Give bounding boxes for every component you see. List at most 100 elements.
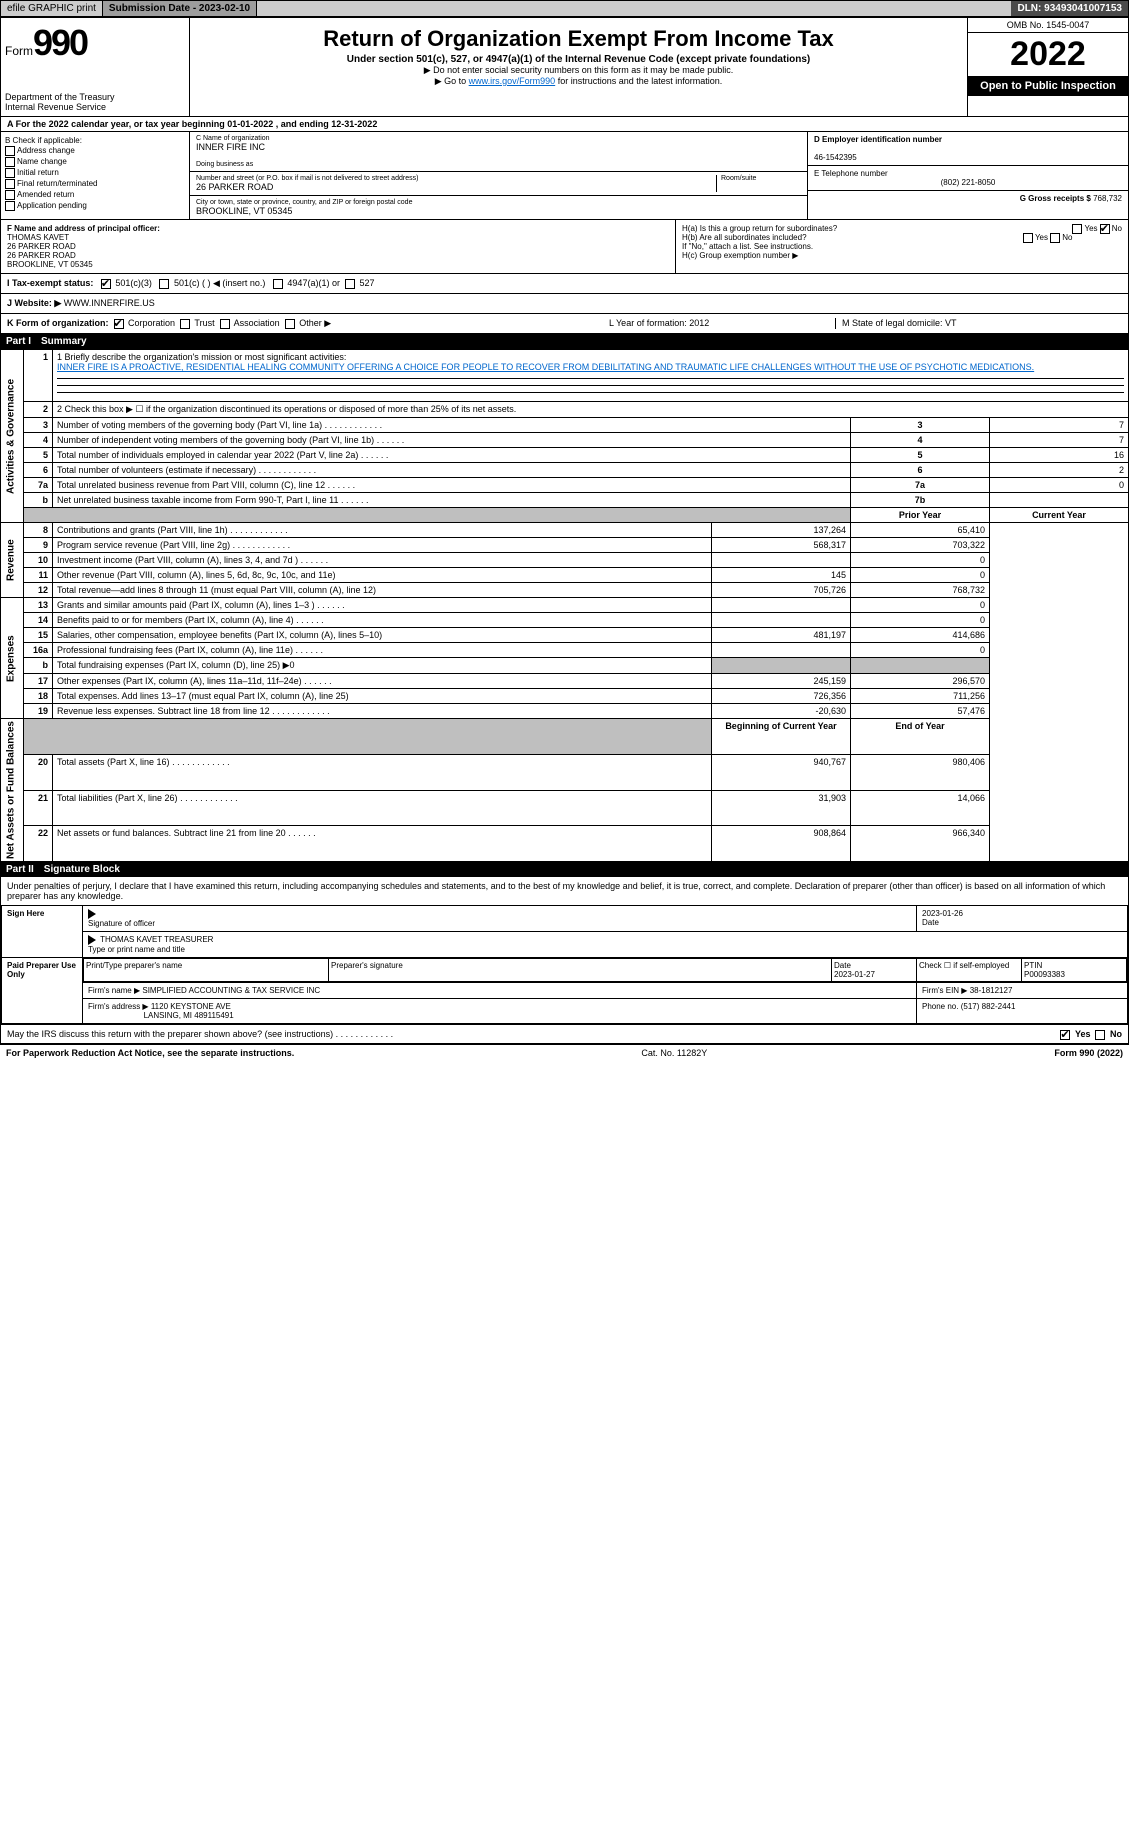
- cb-501c3[interactable]: [101, 279, 111, 289]
- entity-right: D Employer identification number 46-1542…: [807, 132, 1128, 219]
- form-990-big: 990: [33, 22, 87, 63]
- e18c: 711,256: [851, 689, 990, 704]
- cb-final[interactable]: Final return/terminated: [5, 179, 185, 189]
- return-title: Return of Organization Exempt From Incom…: [196, 26, 961, 52]
- firm-phone-cell: Phone no. (517) 882-2441: [917, 999, 1128, 1024]
- dba-lbl: Doing business as: [196, 161, 801, 168]
- form-header: Form990 Department of the Treasury Inter…: [0, 17, 1129, 117]
- l7bn: b: [24, 493, 53, 508]
- cb-name[interactable]: Name change: [5, 157, 185, 167]
- h-b-text: H(b) Are all subordinates included?: [682, 233, 807, 242]
- e14c: 0: [851, 613, 990, 628]
- e13p: [712, 598, 851, 613]
- form-prefix: Form: [5, 44, 33, 58]
- firm-ein-cell: Firm's EIN ▶ 38-1812127: [917, 983, 1128, 999]
- l6b: 6: [851, 463, 990, 478]
- e16bp: [712, 658, 851, 674]
- tax-year: 2022: [968, 33, 1128, 76]
- side-netassets: Net Assets or Fund Balances: [1, 719, 24, 862]
- cb-corp[interactable]: [114, 319, 124, 329]
- header-mid: Return of Organization Exempt From Incom…: [190, 18, 967, 116]
- cb-assoc[interactable]: [220, 319, 230, 329]
- l4b: 4: [851, 433, 990, 448]
- firm-name: SIMPLIFIED ACCOUNTING & TAX SERVICE INC: [142, 986, 320, 995]
- cb-address-lbl: Address change: [17, 146, 75, 155]
- h-b-no[interactable]: [1050, 233, 1060, 243]
- box-e: E Telephone number (802) 221-8050: [808, 166, 1128, 191]
- e13n: 13: [24, 598, 53, 613]
- cb-4947[interactable]: [273, 279, 283, 289]
- e14d: Benefits paid to or for members (Part IX…: [53, 613, 712, 628]
- e15c: 414,686: [851, 628, 990, 643]
- ssn-note: ▶ Do not enter social security numbers o…: [196, 65, 961, 76]
- cb-trust[interactable]: [180, 319, 190, 329]
- sig-table: Sign Here Signature of officer 2023-01-2…: [1, 905, 1128, 1024]
- e19d: Revenue less expenses. Subtract line 18 …: [53, 704, 712, 719]
- cb-amended[interactable]: Amended return: [5, 190, 185, 200]
- e18d: Total expenses. Add lines 13–17 (must eq…: [53, 689, 712, 704]
- omb-number: OMB No. 1545-0047: [968, 18, 1128, 33]
- box-l: L Year of formation: 2012: [609, 318, 836, 329]
- may-irs-yes[interactable]: [1060, 1030, 1070, 1040]
- header-right: OMB No. 1545-0047 2022 Open to Public In…: [967, 18, 1128, 116]
- l6n: 6: [24, 463, 53, 478]
- l4v: 7: [990, 433, 1129, 448]
- may-irs-no[interactable]: [1095, 1030, 1105, 1040]
- box-m: M State of legal domicile: VT: [836, 318, 1122, 329]
- cb-final-lbl: Final return/terminated: [17, 179, 97, 188]
- city-val: BROOKLINE, VT 05345: [196, 206, 801, 216]
- yes-lbl3: Yes: [1075, 1029, 1091, 1039]
- cb-pending-lbl: Application pending: [17, 201, 87, 210]
- footer-left: For Paperwork Reduction Act Notice, see …: [6, 1048, 294, 1058]
- org-name-row: C Name of organization INNER FIRE INC Do…: [190, 132, 807, 172]
- cb-501c[interactable]: [159, 279, 169, 289]
- l7ad: Total unrelated business revenue from Pa…: [53, 478, 851, 493]
- date-lbl: Date: [922, 918, 939, 927]
- h-b-yes[interactable]: [1023, 233, 1033, 243]
- part2-title: Part II: [6, 864, 44, 875]
- cb-other[interactable]: [285, 319, 295, 329]
- sig-officer-lbl: Signature of officer: [88, 919, 155, 928]
- n20n: 20: [24, 754, 53, 790]
- line1-lbl: 1 Briefly describe the organization's mi…: [57, 352, 346, 362]
- cb-pending[interactable]: Application pending: [5, 201, 185, 211]
- phone-val: (802) 221-8050: [814, 178, 1122, 187]
- part1-header: Part I Summary: [0, 334, 1129, 349]
- yes-lbl2: Yes: [1035, 233, 1048, 242]
- officer-lbl: F Name and address of principal officer:: [7, 224, 160, 233]
- firm-addr-cell: Firm's address ▶ 1120 KEYSTONE AVE LANSI…: [83, 999, 917, 1024]
- city-row: City or town, state or province, country…: [190, 196, 807, 219]
- ein-lbl: D Employer identification number: [814, 135, 942, 144]
- l5n: 5: [24, 448, 53, 463]
- l4n: 4: [24, 433, 53, 448]
- irs-link[interactable]: www.irs.gov/Form990: [469, 76, 556, 86]
- e16ac: 0: [851, 643, 990, 658]
- cb-address[interactable]: Address change: [5, 146, 185, 156]
- sig-date-cell: 2023-01-26 Date: [917, 906, 1128, 932]
- firm-name-cell: Firm's name ▶ SIMPLIFIED ACCOUNTING & TA…: [83, 983, 917, 999]
- cb-527[interactable]: [345, 279, 355, 289]
- may-irs-text: May the IRS discuss this return with the…: [7, 1029, 333, 1039]
- mission-text[interactable]: INNER FIRE IS A PROACTIVE, RESIDENTIAL H…: [57, 362, 1034, 372]
- arrow-icon: [88, 909, 96, 919]
- e14n: 14: [24, 613, 53, 628]
- box-k: K Form of organization: Corporation Trus…: [7, 318, 609, 329]
- h-b: H(b) Are all subordinates included? Yes …: [682, 233, 1122, 242]
- l7an: 7a: [24, 478, 53, 493]
- box-d: D Employer identification number 46-1542…: [808, 132, 1128, 166]
- h-a-yes[interactable]: [1072, 224, 1082, 234]
- r10p: [712, 553, 851, 568]
- opt-assoc: Association: [234, 318, 280, 328]
- no-lbl: No: [1112, 224, 1122, 233]
- e18p: 726,356: [712, 689, 851, 704]
- box-c: C Name of organization INNER FIRE INC Do…: [190, 132, 807, 219]
- l6d: Total number of volunteers (estimate if …: [53, 463, 851, 478]
- ptin-val: P00093383: [1024, 970, 1065, 979]
- firm-addr1: 1120 KEYSTONE AVE: [151, 1002, 231, 1011]
- cb-initial[interactable]: Initial return: [5, 168, 185, 178]
- firm-phone-lbl: Phone no.: [922, 1002, 958, 1011]
- e17n: 17: [24, 674, 53, 689]
- h-a-no[interactable]: [1100, 224, 1110, 234]
- officer-2: 26 PARKER ROAD: [7, 251, 76, 260]
- n20c: 980,406: [851, 754, 990, 790]
